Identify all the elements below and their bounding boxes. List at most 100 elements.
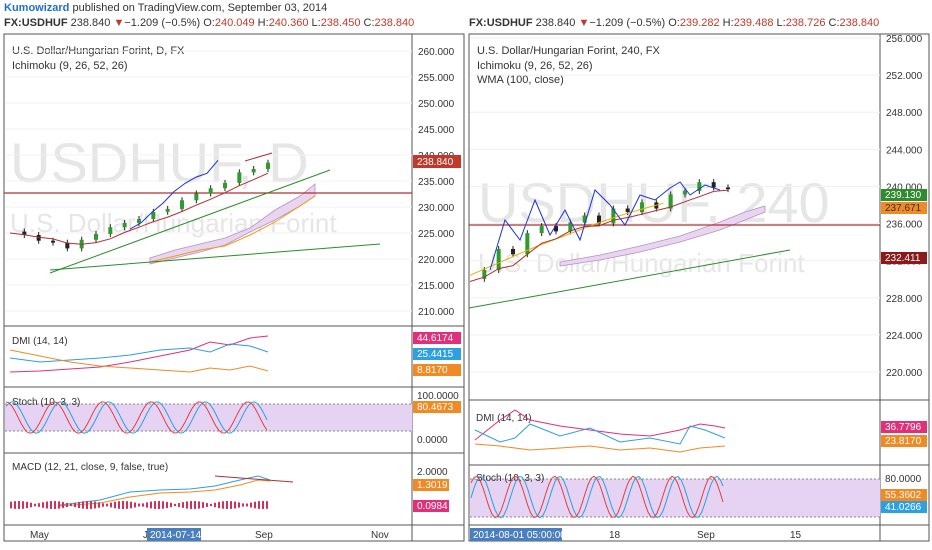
left-y-tick-label: 215.000: [418, 281, 455, 292]
left-macd-hist-bar: [34, 503, 36, 507]
left-macd-hist-bar: [262, 501, 264, 509]
left-stoch-tick-0: 0.0000: [417, 435, 448, 446]
left-macd-histogram: [10, 501, 268, 509]
left-candle: [266, 162, 270, 169]
right-dmi-badge-adx: [881, 435, 927, 447]
left-macd-hist-bar: [46, 501, 48, 509]
right-dmi-value-plus: 36.7796: [885, 422, 922, 433]
left-senkou-b: [149, 195, 316, 263]
right-stoch-d-line: [470, 475, 724, 519]
left-macd-hist-bar: [266, 501, 268, 509]
left-last: 238.840: [70, 17, 111, 29]
left-symbol[interactable]: FX:USDHUF: [4, 17, 68, 29]
left-macd-hist-bar: [90, 501, 92, 509]
left-macd-hist-bar: [114, 501, 116, 509]
left-macd-hist-bar: [86, 501, 88, 509]
right-adx-line: [474, 443, 726, 453]
left-macd-hist-bar: [18, 501, 20, 509]
right-candle: [726, 187, 730, 190]
right-y-tick-label: 228.000: [886, 294, 923, 305]
left-macd-hist-bar: [102, 503, 104, 507]
left-macd-hist-bar: [98, 502, 100, 508]
left-macd-hist-bar: [158, 501, 160, 509]
left-candle: [194, 193, 199, 201]
right-indicator-ichimoku: Ichimoku (9, 26, 52, 26): [477, 60, 593, 72]
right-candle: [496, 248, 501, 271]
right-stoch-badge-d: [881, 489, 927, 501]
left-lagging-span: [129, 159, 219, 230]
left-macd-hist-badge: [413, 500, 449, 512]
right-stoch-badge-k: [881, 501, 927, 513]
left-dmi-value-minus: 25.4415: [417, 349, 454, 360]
left-high: 240.360: [268, 17, 309, 29]
right-candle: [482, 270, 487, 279]
left-y-tick-label: 220.000: [418, 255, 455, 266]
right-candle: [683, 190, 687, 195]
left-macd-hist-bar: [230, 501, 232, 509]
right-x-label: Sep: [697, 530, 715, 541]
left-trend-line-red: [244, 152, 273, 162]
left-macd-hist-bar: [78, 501, 80, 509]
right-candle: [640, 202, 644, 213]
left-macd-hist-bar: [22, 501, 24, 509]
left-stoch-value: 80.4673: [417, 402, 454, 413]
left-macd-hist-bar: [178, 503, 180, 507]
left-macd-hist-bar: [206, 503, 208, 507]
left-candle: [65, 242, 70, 249]
left-open: 240.049: [214, 17, 255, 29]
left-low: 238.450: [320, 17, 361, 29]
right-badge-line: [881, 252, 927, 264]
right-trend-line: [468, 249, 791, 309]
left-macd-tick: 2.0000: [417, 467, 448, 478]
right-y-tick-label: 244.000: [886, 145, 923, 156]
left-candle: [180, 200, 184, 209]
left-y-tick-label: 255.000: [418, 73, 455, 84]
down-arrow-icon: ▼: [578, 17, 590, 29]
left-macd-hist-bar: [218, 501, 220, 509]
left-macd-hist-bar: [142, 503, 144, 507]
left-stoch-tick-100: 100.0000: [417, 391, 459, 402]
left-macd-hist-bar: [174, 503, 176, 507]
left-x-label: May: [30, 530, 49, 541]
right-chart-title: U.S. Dollar/Hungarian Forint, 240, FX: [477, 45, 660, 57]
left-macd-hist-bar: [254, 501, 256, 509]
left-watermark: USDHUF, D: [10, 131, 309, 194]
right-y-tick-label: 248.000: [886, 108, 923, 119]
right-dmi-plus-line: [474, 409, 726, 441]
left-macd-hist-bar: [186, 501, 188, 509]
left-candle: [237, 172, 242, 183]
right-last: 238.840: [535, 17, 576, 29]
left-macd-hist-bar: [14, 501, 16, 509]
left-dmi-badge-plus: [413, 332, 461, 344]
left-macd-hist-bar: [150, 501, 152, 509]
left-macd-hist-bar: [94, 501, 96, 509]
left-macd-hist-bar: [202, 502, 204, 508]
author-link[interactable]: Kumowizard: [4, 2, 70, 14]
left-signal-line: [59, 479, 271, 507]
right-change: −1.209 (−0.5%): [589, 17, 666, 29]
left-macd-hist-bar: [130, 501, 132, 509]
left-price-series: [9, 159, 270, 252]
left-macd-hist-bar: [258, 501, 260, 509]
left-macd-hist-bar: [162, 501, 164, 509]
left-macd-title: MACD (12, 21, close, 9, false, true): [12, 462, 168, 473]
right-price-series: [469, 179, 730, 282]
left-dmi-badge-minus: [413, 348, 461, 360]
left-candle: [122, 222, 127, 228]
right-y-tick-label: 220.000: [886, 368, 923, 379]
left-macd-hist-bar: [42, 502, 44, 508]
left-macd-hist-bar: [182, 502, 184, 508]
right-candle: [697, 182, 702, 191]
right-candle: [625, 208, 630, 213]
right-candle: [597, 215, 601, 224]
left-candle: [36, 234, 41, 241]
left-y-tick-label: 260.000: [418, 47, 455, 58]
right-stoch-band: [470, 479, 880, 517]
left-y-tick-label: 225.000: [418, 229, 455, 240]
right-candle: [668, 194, 673, 209]
left-y-tick-label: 230.000: [418, 203, 455, 214]
right-y-tick-label: 240.000: [886, 182, 923, 193]
right-symbol[interactable]: FX:USDHUF: [469, 17, 533, 29]
right-ichimoku-cloud: [559, 205, 766, 267]
